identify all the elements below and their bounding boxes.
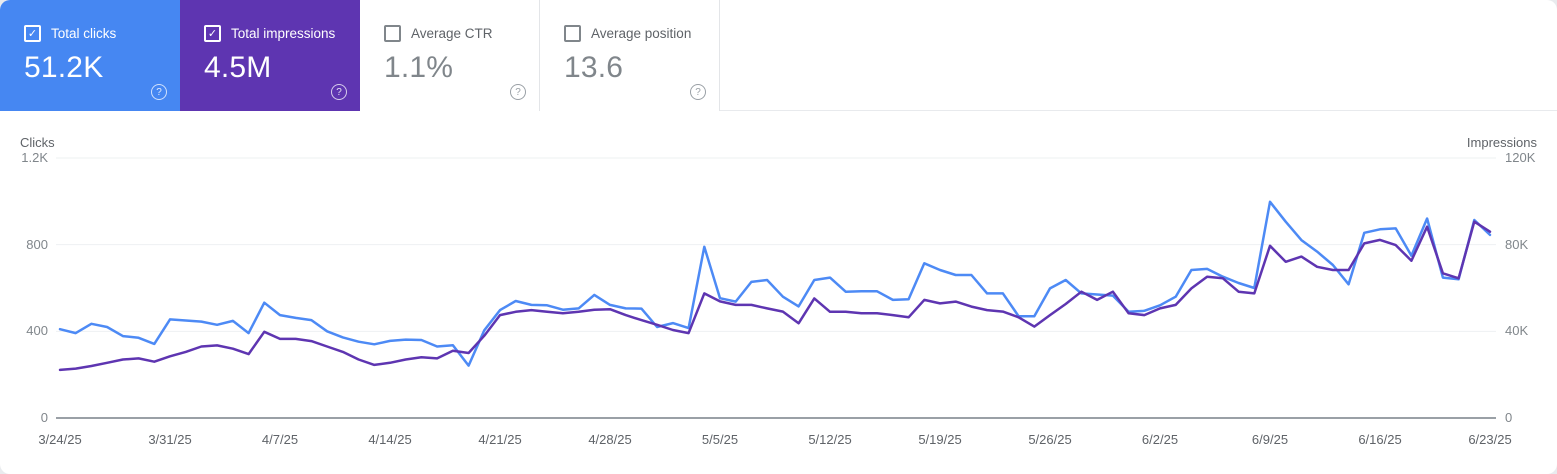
y-axis-tick-right: 120K xyxy=(1505,150,1536,165)
help-icon[interactable]: ? xyxy=(331,84,347,100)
card-label: Total impressions xyxy=(231,26,336,41)
average-ctr-value: 1.1% xyxy=(384,51,454,84)
y-axis-tick-right: 0 xyxy=(1505,410,1513,425)
x-axis-tick-label: 4/14/25 xyxy=(368,432,412,447)
y-axis-tick-left: 400 xyxy=(26,323,48,338)
x-axis-tick-label: 6/23/25 xyxy=(1468,432,1512,447)
checkbox-average-ctr-icon[interactable] xyxy=(384,25,401,42)
card-label: Average CTR xyxy=(411,26,493,41)
average-position-value: 13.6 xyxy=(564,51,624,84)
x-axis-tick-label: 6/9/25 xyxy=(1251,432,1289,447)
card-header: Average CTR xyxy=(384,25,539,42)
y-axis-tick-right: 80K xyxy=(1505,237,1529,252)
metric-cards-row: ✓ Total clicks 51.2K ? ✓ Total impressio… xyxy=(0,0,1557,111)
metric-card-average-position[interactable]: Average position 13.6 ? xyxy=(540,0,720,111)
total-impressions-value: 4.5M xyxy=(204,51,272,84)
checkbox-average-position-icon[interactable] xyxy=(564,25,581,42)
x-axis-tick-label: 3/24/25 xyxy=(38,432,82,447)
x-axis-tick-label: 5/19/25 xyxy=(918,432,962,447)
metric-card-total-clicks[interactable]: ✓ Total clicks 51.2K ? xyxy=(0,0,180,111)
x-axis-tick-label: 5/26/25 xyxy=(1028,432,1072,447)
y-axis-tick-left: 0 xyxy=(40,410,48,425)
performance-chart: Clicks Impressions 1.2K 800 400 0 120K 8… xyxy=(0,111,1557,474)
chart-canvas[interactable] xyxy=(0,111,1557,474)
x-axis-tick-label: 3/31/25 xyxy=(148,432,192,447)
left-axis-title: Clicks xyxy=(20,135,55,150)
help-icon[interactable]: ? xyxy=(510,84,526,100)
x-axis-tick-label: 5/5/25 xyxy=(701,432,739,447)
card-header: ✓ Total impressions xyxy=(204,25,360,42)
x-axis-tick-label: 5/12/25 xyxy=(808,432,852,447)
y-axis-tick-right: 40K xyxy=(1505,323,1529,338)
x-axis-tick-label: 4/28/25 xyxy=(588,432,632,447)
x-axis-tick-label: 6/16/25 xyxy=(1358,432,1402,447)
card-label: Average position xyxy=(591,26,692,41)
x-axis-labels: 3/24/25 3/31/25 4/7/25 4/14/25 4/21/25 4/28/2… xyxy=(0,432,1557,448)
checkbox-total-impressions-icon[interactable]: ✓ xyxy=(204,25,221,42)
x-axis-tick-label: 4/7/25 xyxy=(261,432,299,447)
x-axis-tick-label: 6/2/25 xyxy=(1141,432,1179,447)
card-label: Total clicks xyxy=(51,26,117,41)
y-axis-tick-left: 800 xyxy=(26,237,48,252)
help-icon[interactable]: ? xyxy=(151,84,167,100)
help-icon[interactable]: ? xyxy=(690,84,706,100)
y-axis-tick-left: 1.2K xyxy=(21,150,48,165)
metric-card-average-ctr[interactable]: Average CTR 1.1% ? xyxy=(360,0,540,111)
total-clicks-value: 51.2K xyxy=(24,51,104,84)
card-header: ✓ Total clicks xyxy=(24,25,180,42)
checkbox-total-clicks-icon[interactable]: ✓ xyxy=(24,25,41,42)
right-axis-title: Impressions xyxy=(1466,135,1537,150)
metric-card-total-impressions[interactable]: ✓ Total impressions 4.5M ? xyxy=(180,0,360,111)
card-header: Average position xyxy=(564,25,719,42)
x-axis-tick-label: 4/21/25 xyxy=(478,432,522,447)
